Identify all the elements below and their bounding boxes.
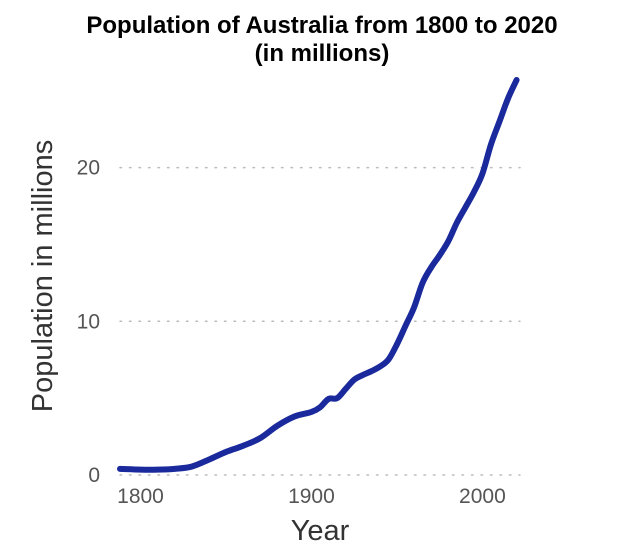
chart-title-line-1: Population of Australia from 1800 to 202… xyxy=(86,12,557,39)
y-axis-tick-labels: 0 10 20 xyxy=(77,157,100,487)
x-tick-label: 1900 xyxy=(288,485,335,508)
gridlines xyxy=(119,166,521,476)
chart-title-line-2: (in millions) xyxy=(255,40,390,67)
x-axis-tick-labels: 1800 1900 2000 xyxy=(117,485,506,508)
x-tick-label: 2000 xyxy=(459,485,506,508)
y-tick-label: 0 xyxy=(88,464,100,487)
x-tick-label: 1800 xyxy=(117,485,164,508)
series-group xyxy=(117,76,520,473)
x-axis-label: Year xyxy=(291,515,350,547)
series-line xyxy=(117,76,520,473)
y-axis-label: Population in millions xyxy=(27,140,59,412)
y-tick-label: 10 xyxy=(77,310,100,333)
y-tick-label: 20 xyxy=(77,157,100,180)
